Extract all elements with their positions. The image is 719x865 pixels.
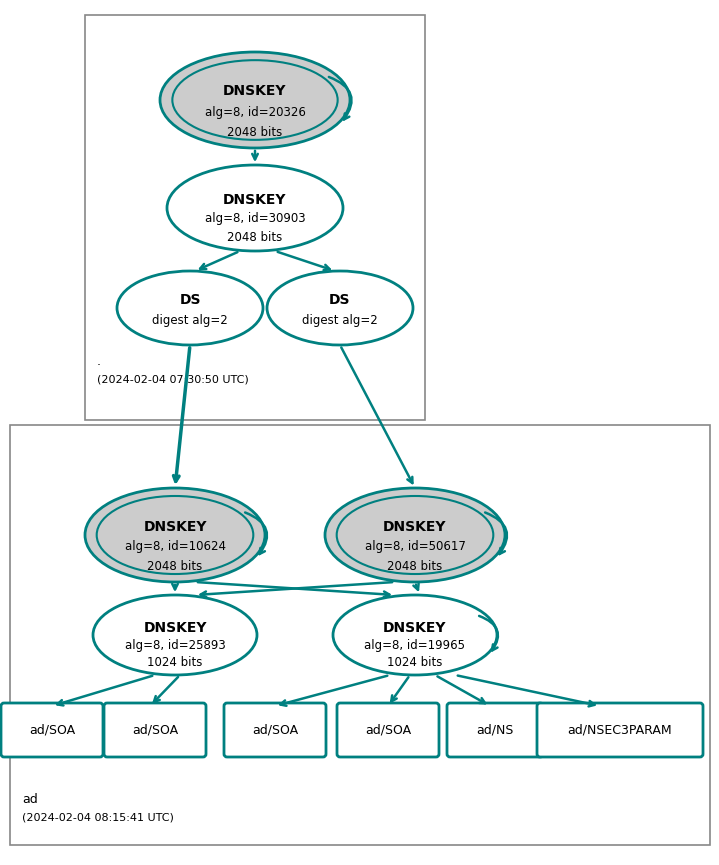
Text: 2048 bits: 2048 bits	[147, 561, 203, 573]
Text: alg=8, id=25893: alg=8, id=25893	[124, 638, 225, 651]
Text: ad: ad	[22, 793, 38, 806]
Ellipse shape	[173, 61, 338, 140]
Ellipse shape	[325, 488, 505, 582]
Bar	[85, 15, 425, 420]
FancyBboxPatch shape	[337, 703, 439, 757]
Text: DNSKEY: DNSKEY	[224, 193, 287, 208]
Ellipse shape	[117, 271, 263, 345]
Ellipse shape	[267, 271, 413, 345]
Text: alg=8, id=10624: alg=8, id=10624	[124, 541, 226, 554]
Ellipse shape	[167, 165, 343, 251]
Text: ad/SOA: ad/SOA	[29, 723, 75, 736]
Ellipse shape	[333, 595, 497, 675]
Text: DNSKEY: DNSKEY	[383, 520, 446, 534]
Ellipse shape	[336, 496, 493, 574]
Text: ad/NS: ad/NS	[476, 723, 513, 736]
Text: 2048 bits: 2048 bits	[388, 561, 443, 573]
Text: 2048 bits: 2048 bits	[227, 126, 283, 139]
Ellipse shape	[93, 595, 257, 675]
Text: ad/NSEC3PARAM: ad/NSEC3PARAM	[568, 723, 672, 736]
Text: DNSKEY: DNSKEY	[224, 85, 287, 99]
Text: ad/SOA: ad/SOA	[365, 723, 411, 736]
FancyBboxPatch shape	[447, 703, 543, 757]
Text: 1024 bits: 1024 bits	[388, 656, 443, 669]
Text: ad/SOA: ad/SOA	[132, 723, 178, 736]
Bar	[10, 425, 710, 845]
Text: alg=8, id=30903: alg=8, id=30903	[205, 212, 306, 225]
Text: alg=8, id=20326: alg=8, id=20326	[205, 106, 306, 119]
FancyBboxPatch shape	[104, 703, 206, 757]
Text: digest alg=2: digest alg=2	[302, 315, 378, 328]
Ellipse shape	[85, 488, 265, 582]
Text: DNSKEY: DNSKEY	[143, 621, 207, 635]
Text: 2048 bits: 2048 bits	[227, 231, 283, 244]
Text: alg=8, id=50617: alg=8, id=50617	[365, 541, 465, 554]
Text: DNSKEY: DNSKEY	[143, 520, 207, 534]
Ellipse shape	[96, 496, 253, 574]
FancyBboxPatch shape	[1, 703, 103, 757]
FancyBboxPatch shape	[224, 703, 326, 757]
Text: digest alg=2: digest alg=2	[152, 315, 228, 328]
Text: DNSKEY: DNSKEY	[383, 621, 446, 635]
Text: DS: DS	[329, 293, 351, 307]
Text: (2024-02-04 07:30:50 UTC): (2024-02-04 07:30:50 UTC)	[97, 374, 249, 384]
Ellipse shape	[160, 52, 350, 148]
Text: ad/SOA: ad/SOA	[252, 723, 298, 736]
Text: DS: DS	[179, 293, 201, 307]
Text: alg=8, id=19965: alg=8, id=19965	[365, 638, 465, 651]
FancyBboxPatch shape	[537, 703, 703, 757]
Text: (2024-02-04 08:15:41 UTC): (2024-02-04 08:15:41 UTC)	[22, 812, 174, 822]
Text: .: .	[97, 355, 101, 368]
Text: 1024 bits: 1024 bits	[147, 656, 203, 669]
